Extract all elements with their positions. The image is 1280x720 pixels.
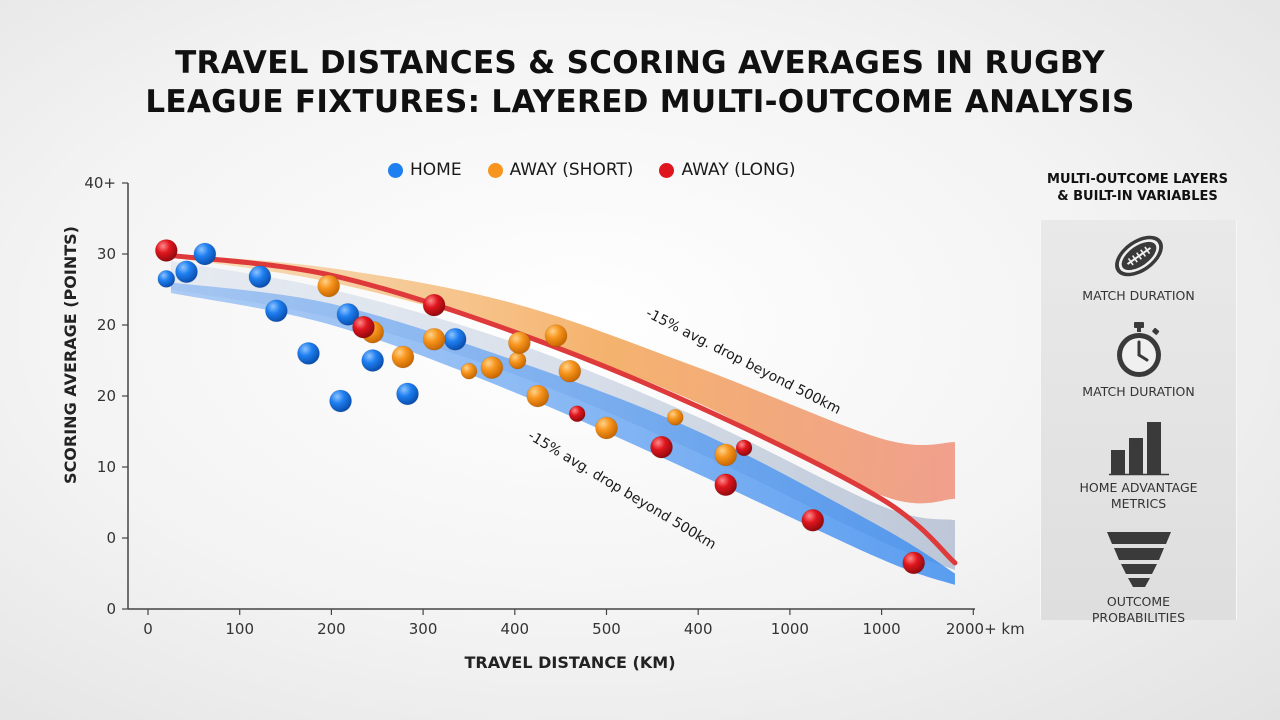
side-panel-title-line-1: MULTI-OUTCOME LAYERS [1047,172,1228,187]
data-point-home [296,341,320,365]
y-tick-label: 20 [97,316,116,334]
x-axis-label: TRAVEL DISTANCE (KM) [465,653,676,672]
data-point-away-long [801,508,825,532]
chart-title-line-2: LEAGUE FIXTURES: LAYERED MULTI-OUTCOME A… [145,84,1135,120]
feature-label-home-advantage: HOME ADVANTAGE METRICS [1041,480,1236,512]
data-point-home [175,260,199,284]
data-point-home [248,265,272,289]
x-tick-label: 300 [409,620,438,638]
x-tick-label: 2000+ km [946,620,1025,638]
chart-legend: HOME AWAY (SHORT) AWAY (LONG) [388,160,796,180]
away-long-trend [168,252,958,566]
confidence-bands [170,254,955,585]
chart-axes: 0 100 200 300 400 500 400 1000 1000 2000+ km 0 0 10 2… [84,174,1024,638]
x-tick-label: 500 [592,620,621,638]
y-tick-label: 40+ [84,174,116,192]
data-point-away-short [480,356,504,380]
data-point-away-short [666,408,684,426]
data-point-home [157,269,176,288]
legend-swatch-away-short [487,162,503,178]
chart-title-line-1: TRAVEL DISTANCES & SCORING AVERAGES IN R… [175,45,1105,81]
trend-lines [168,252,958,566]
feature-label-outcome-probabilities: OUTCOME PROBABILITIES [1041,594,1236,626]
x-tick-label: 1000 [771,620,809,638]
feature-label-match-duration-2: MATCH DURATION [1041,384,1236,400]
data-point-away-long [154,238,178,262]
scatter-chart: 0 100 200 300 400 500 400 1000 1000 2000+ km 0 0 10 2… [61,174,1025,672]
feature-label-line: MATCH DURATION [1082,288,1195,303]
data-point-home [443,327,467,351]
feature-match-duration-1: MATCH DURATION [1041,228,1236,304]
x-tick-label: 400 [500,620,529,638]
y-axis-label: SCORING AVERAGE (POINTS) [61,226,80,484]
legend-item-home: HOME [388,160,462,180]
data-point-away-long [735,439,753,457]
data-point-home [193,242,217,266]
data-point-home [336,302,360,326]
feature-outcome-probabilities: OUTCOME PROBABILITIES [1041,530,1236,626]
data-point-away-short [558,359,582,383]
side-panel: MULTI-OUTCOME LAYERS & BUILT-IN VARIABLE… [1040,170,1237,625]
data-point-away-short [508,351,527,370]
side-panel-title: MULTI-OUTCOME LAYERS & BUILT-IN VARIABLE… [1040,171,1235,205]
legend-swatch-away-long [659,162,675,178]
x-tick-label: 400 [684,620,713,638]
legend-swatch-home [388,162,403,178]
home-band [170,282,955,585]
y-tick-label: 0 [106,600,116,618]
feature-label-match-duration-1: MATCH DURATION [1041,288,1236,304]
x-tick-label: 0 [143,620,153,638]
data-point-away-short [422,327,446,351]
feature-label-line: OUTCOME [1106,594,1171,609]
data-point-away-long [568,405,586,423]
y-tick-label: 20 [97,387,116,405]
legend-label-home: HOME [410,160,462,180]
data-point-away-short [595,416,618,440]
feature-label-line: MATCH DURATION [1082,384,1195,399]
side-panel-body: MATCH DURATION MATCH DURATION [1040,220,1237,625]
x-tick-label: 100 [225,620,254,638]
side-panel-title-line-2: & BUILT-IN VARIABLES [1057,189,1218,204]
feature-match-duration-2: MATCH DURATION [1041,320,1236,400]
data-point-home [264,299,288,323]
x-tick-label: 200 [317,620,346,638]
funnel-icon [1106,532,1171,587]
legend-label-away-long: AWAY (LONG) [681,160,796,180]
data-point-away-long [714,473,738,497]
x-tick-label: 1000 [863,620,901,638]
data-point-home [361,349,385,372]
bar-chart-icon [1108,422,1169,476]
data-point-home [329,389,353,413]
data-point-away-short [317,274,341,298]
data-point-home [396,382,420,406]
away-long-band [170,254,955,504]
stopwatch-icon [1116,322,1161,377]
y-tick-label: 0 [106,529,116,547]
feature-label-line: METRICS [1110,496,1167,511]
chart-title: TRAVEL DISTANCES & SCORING AVERAGES IN R… [40,44,1240,122]
data-point-away-long [351,315,375,339]
data-point-away-short [391,345,415,369]
data-point-away-short [460,362,478,380]
data-point-away-short [544,324,568,348]
rugby-ball-icon [1114,235,1163,277]
data-point-away-short [714,443,738,467]
y-tick-label: 30 [97,245,116,263]
legend-item-away-short: AWAY (SHORT) [487,160,634,180]
feature-label-line: HOME ADVANTAGE [1079,480,1198,495]
legend-label-away-short: AWAY (SHORT) [509,160,634,180]
data-point-away-short [507,331,531,355]
feature-home-advantage: HOME ADVANTAGE METRICS [1041,418,1236,512]
legend-item-away-long: AWAY (LONG) [659,160,796,180]
data-point-away-short [526,384,550,408]
data-points [154,238,926,575]
feature-label-line: PROBABILITIES [1091,610,1186,625]
y-tick-label: 10 [97,458,116,476]
data-point-away-long [422,293,446,317]
data-point-away-long [650,435,674,459]
data-point-away-long [902,551,926,575]
